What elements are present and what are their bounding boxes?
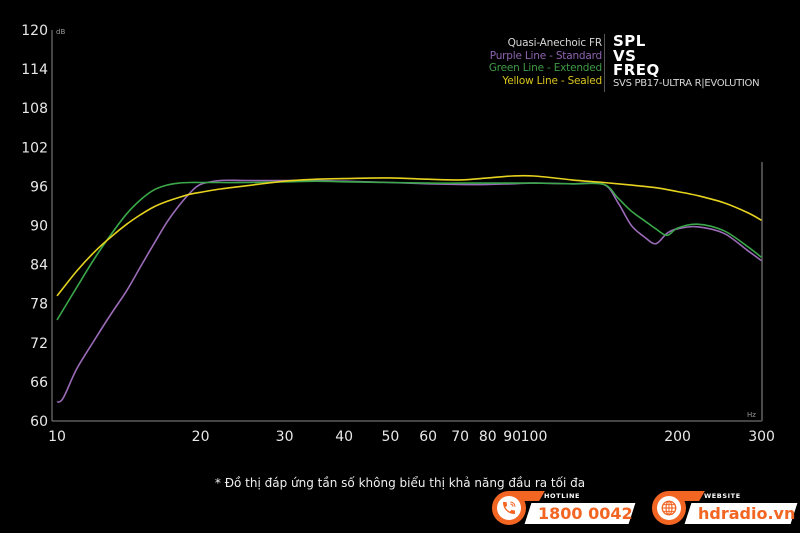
website-icon-circle	[652, 491, 686, 525]
website-badge[interactable]: WEBSITE hdradio.vn	[652, 491, 798, 525]
x-tick-label: 20	[192, 429, 210, 445]
y-tick-label: 108	[21, 101, 48, 117]
hotline-number[interactable]: 1800 0042	[538, 504, 633, 523]
legend-item-yellow-sealed: Yellow Line - Sealed	[502, 74, 602, 87]
chart-title-line-2: VS	[613, 46, 637, 65]
phone-icon	[503, 501, 516, 514]
x-tick-label: 80	[479, 429, 497, 445]
series-line-purple	[56, 179, 763, 403]
x-tick-label: 50	[381, 429, 399, 445]
chart-title-block: SPL VS FREQ SVS PB17-ULTRA R|EVOLUTION	[604, 32, 760, 92]
x-tick-label: 90	[503, 429, 521, 445]
y-tick-label: 102	[21, 140, 48, 156]
footnote: * Đồ thị đáp ứng tần số không biểu thị k…	[214, 476, 586, 490]
x-tick-label: 70	[451, 429, 469, 445]
legend-header: Quasi-Anechoic FR	[507, 37, 603, 49]
hotline-badge[interactable]: HOTLINE 1800 0042	[492, 491, 642, 525]
y-tick-label: 84	[30, 258, 48, 274]
chart-title-line-1: SPL	[613, 32, 646, 50]
y-tick-label: 96	[30, 179, 48, 195]
x-tick-label: 300	[748, 429, 775, 445]
y-tick-label: 78	[30, 297, 48, 313]
y-axis-ticks: 120 114 108 102 96 90 84 78 72 66 60	[21, 23, 48, 430]
y-tick-label: 66	[30, 375, 48, 391]
hotline-icon-circle	[492, 491, 526, 525]
website-label: WEBSITE	[704, 492, 741, 500]
chart-title-line-3: FREQ	[613, 61, 660, 79]
chart-subtitle-model: SVS PB17-ULTRA R|EVOLUTION	[613, 77, 760, 89]
series-line-green	[56, 180, 763, 321]
series-line-yellow	[56, 174, 762, 297]
y-tick-label: 90	[30, 219, 48, 235]
y-unit-label: dB	[56, 28, 65, 36]
website-url[interactable]: hdradio.vn	[698, 504, 796, 523]
y-tick-label: 72	[30, 336, 48, 352]
y-tick-label: 120	[21, 23, 48, 39]
legend-item-purple-standard: Purple Line - Standard	[489, 49, 602, 62]
legend-item-green-extended: Green Line - Extended	[488, 62, 602, 74]
series-layer	[56, 174, 763, 403]
hotline-label: HOTLINE	[544, 492, 581, 500]
x-tick-label: 200	[664, 429, 691, 445]
x-tick-label: 10	[48, 429, 66, 445]
x-tick-label: 100	[521, 429, 548, 445]
y-tick-label: 60	[30, 414, 48, 430]
legend: Quasi-Anechoic FR Purple Line - Standard…	[489, 37, 602, 87]
x-tick-label: 40	[335, 429, 353, 445]
x-unit-label: Hz	[747, 411, 756, 419]
x-axis-ticks: 10 20 30 40 50 60 70 80 90 100 200 300	[48, 429, 775, 445]
y-tick-label: 114	[21, 62, 48, 78]
x-tick-label: 30	[276, 429, 294, 445]
x-tick-label: 60	[419, 429, 437, 445]
globe-icon	[661, 500, 677, 516]
